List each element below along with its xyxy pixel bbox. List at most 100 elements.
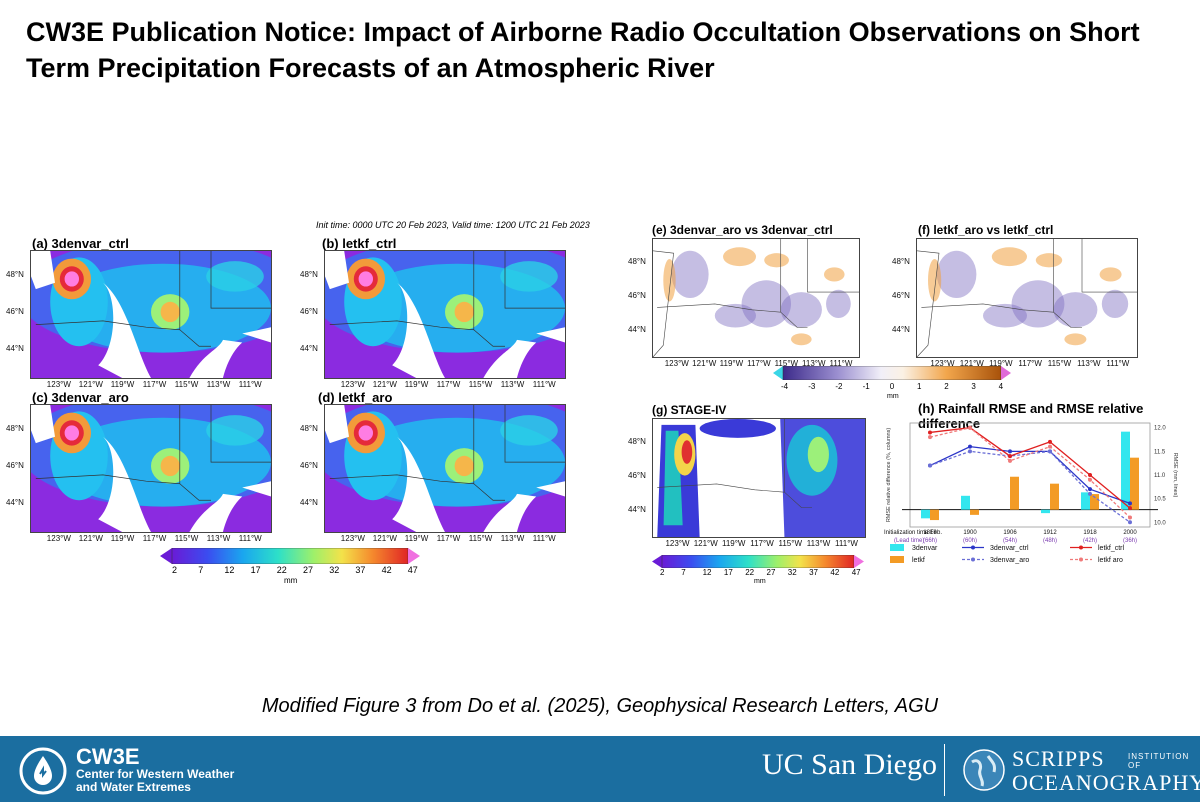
map-area — [30, 250, 272, 379]
lon-tick: 123°W — [340, 534, 365, 543]
lon-tick: 111°W — [532, 380, 556, 389]
legend-swatch — [890, 556, 904, 563]
colorbar-tick: -1 — [862, 382, 870, 391]
lon-tick: 119°W — [404, 380, 429, 389]
legend-label: 3denvar_aro — [990, 557, 1029, 564]
lat-tick: 48°N — [892, 256, 910, 266]
lon-tick: 123°W — [340, 380, 365, 389]
bar-letkf — [930, 509, 939, 521]
lon-tick: 111°W — [1106, 359, 1130, 368]
lat-tick: 46°N — [6, 307, 24, 317]
bar-letkf — [1050, 483, 1059, 510]
lat-tick: 44°N — [628, 505, 646, 515]
point-letkf_ctrl — [1088, 473, 1092, 477]
bar-letkf — [1010, 476, 1019, 510]
bar-3denvar — [1041, 509, 1050, 514]
bar-letkf — [1090, 494, 1099, 510]
lon-tick: 115°W — [174, 534, 199, 543]
x-tick: 1906 — [1003, 530, 1017, 536]
colorbar-tick: -3 — [808, 382, 816, 391]
lat-tick: 44°N — [300, 343, 318, 353]
lat-tick: 44°N — [628, 325, 646, 335]
map-graphic — [325, 251, 565, 378]
map-area — [652, 238, 860, 358]
colorbar-tick: 22 — [745, 568, 755, 577]
scripps-top: SCRIPPS — [1012, 746, 1105, 771]
colorbar-tick: 47 — [851, 568, 861, 577]
lon-tick: 111°W — [829, 359, 853, 368]
point-3denvar_aro — [968, 449, 972, 454]
legend-marker — [971, 545, 975, 550]
legend-swatch — [890, 544, 904, 551]
colorbar-tick: 27 — [766, 568, 776, 577]
legend-label: letkf_ctrl — [1098, 545, 1125, 552]
lon-tick: 119°W — [721, 539, 746, 548]
point-3denvar_aro — [1048, 449, 1052, 454]
point-3denvar_ctrl — [968, 444, 972, 449]
point-3denvar_ctrl — [1128, 501, 1132, 506]
lon-tick: 113°W — [802, 359, 826, 368]
colorbar-tick: 32 — [787, 568, 797, 577]
colorbar-tick: 42 — [381, 565, 392, 575]
precip-colorbar-unit: mm — [284, 576, 298, 585]
lat-tick: 46°N — [6, 461, 24, 471]
lat-tick: 46°N — [628, 471, 646, 481]
lon-tick: 119°W — [110, 534, 135, 543]
point-3denvar_ctrl — [1008, 449, 1012, 454]
bar-3denvar — [921, 509, 930, 519]
map-graphic — [31, 251, 271, 378]
lon-tick: 123°W — [664, 359, 689, 368]
lon-tick: 119°W — [404, 534, 429, 543]
point-letkf_ctrl — [928, 430, 932, 435]
lon-tick: 113°W — [1077, 359, 1101, 368]
lat-tick: 46°N — [300, 307, 318, 317]
point-letkf_ctrl — [1048, 439, 1052, 444]
diff-colorbar-unit: mm — [887, 393, 899, 400]
panel-title: (e) 3denvar_aro vs 3denvar_ctrl — [652, 223, 833, 237]
figure-header: Init time: 0000 UTC 20 Feb 2023, Valid t… — [316, 220, 590, 230]
y2-tick: 10.0 — [1154, 520, 1166, 526]
lon-tick: 113°W — [500, 380, 525, 389]
panel-title-h: (h) Rainfall RMSE and RMSE relative diff… — [918, 401, 1144, 431]
colorbar-tick: 2 — [172, 565, 178, 575]
colorbar-tick: 22 — [276, 565, 287, 575]
diff-colorbar — [773, 365, 1011, 385]
lon-tick: 115°W — [1047, 359, 1072, 368]
map-graphic — [325, 405, 565, 532]
map-area — [916, 238, 1138, 358]
y2-tick: 11.0 — [1154, 473, 1166, 479]
colorbar-tick: 17 — [250, 565, 261, 575]
lead-tick: (42h) — [1083, 538, 1097, 544]
lon-tick: 115°W — [778, 539, 803, 548]
lon-tick: 121°W — [372, 380, 397, 389]
lon-tick: 117°W — [747, 359, 771, 368]
cw3e-name: CW3E — [76, 744, 140, 769]
lead-tick: (48h) — [1043, 538, 1057, 544]
lon-tick: 115°W — [468, 534, 493, 543]
cw3e-subtitle: Center for Western Weather and Water Ext… — [76, 767, 235, 794]
lead-tick: (36h) — [1123, 538, 1137, 544]
lon-tick: 113°W — [806, 539, 831, 548]
lead-tick: (60h) — [963, 538, 977, 544]
legend-label: letkf — [912, 557, 925, 564]
panel-title: (g) STAGE-IV — [652, 403, 727, 417]
ucsd-logo: UC San Diego — [762, 748, 937, 781]
stage-iv-colorbar-unit: mm — [754, 578, 766, 585]
point-letkf-aro — [1048, 444, 1052, 449]
lon-tick: 121°W — [693, 539, 718, 548]
colorbar-tick: 7 — [198, 565, 204, 575]
colorbar-tick: 3 — [971, 382, 976, 391]
y2-tick: 12.0 — [1154, 426, 1166, 432]
x-axis-title: Initialization time Feb. — [884, 530, 942, 536]
rmse-chart: 12.0 11.5 11.0 10.5 10.0 RMSE relative differ… — [884, 422, 1178, 564]
colorbar-tick: 32 — [329, 565, 340, 575]
lon-tick: 111°W — [835, 539, 858, 548]
lon-tick: 123°W — [665, 539, 690, 548]
lat-tick: 44°N — [892, 325, 910, 335]
lead-title: (Lead time) — [894, 538, 924, 544]
panel-title: (d) letkf_aro — [318, 390, 393, 405]
line-3denvar_aro — [929, 450, 1131, 523]
panel-title: (f) letkf_aro vs letkf_ctrl — [918, 223, 1054, 237]
lon-tick: 117°W — [436, 380, 461, 389]
point-3denvar_aro — [1128, 520, 1132, 525]
